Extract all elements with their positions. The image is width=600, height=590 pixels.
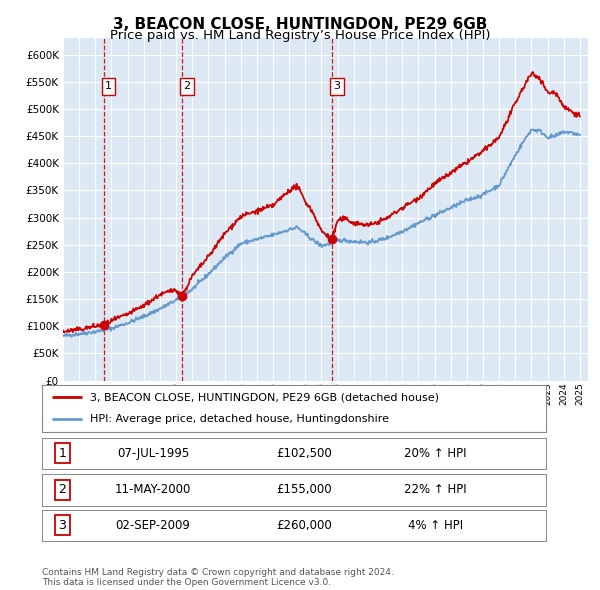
Text: 1: 1 [58,447,66,460]
Text: £260,000: £260,000 [276,519,332,532]
Text: 20% ↑ HPI: 20% ↑ HPI [404,447,466,460]
Text: £155,000: £155,000 [276,483,332,497]
Text: 07-JUL-1995: 07-JUL-1995 [117,447,189,460]
Text: 2: 2 [58,483,66,497]
Text: £102,500: £102,500 [276,447,332,460]
Text: 1: 1 [105,81,112,91]
Text: 3: 3 [334,81,341,91]
Text: 3, BEACON CLOSE, HUNTINGDON, PE29 6GB (detached house): 3, BEACON CLOSE, HUNTINGDON, PE29 6GB (d… [90,392,439,402]
Text: 22% ↑ HPI: 22% ↑ HPI [404,483,466,497]
Text: 3: 3 [58,519,66,532]
Text: 02-SEP-2009: 02-SEP-2009 [115,519,190,532]
Text: 11-MAY-2000: 11-MAY-2000 [115,483,191,497]
Text: Price paid vs. HM Land Registry’s House Price Index (HPI): Price paid vs. HM Land Registry’s House … [110,30,490,42]
Text: 4% ↑ HPI: 4% ↑ HPI [407,519,463,532]
Text: Contains HM Land Registry data © Crown copyright and database right 2024.
This d: Contains HM Land Registry data © Crown c… [42,568,394,587]
Text: 3, BEACON CLOSE, HUNTINGDON, PE29 6GB: 3, BEACON CLOSE, HUNTINGDON, PE29 6GB [113,17,487,31]
Text: 2: 2 [183,81,190,91]
Text: HPI: Average price, detached house, Huntingdonshire: HPI: Average price, detached house, Hunt… [90,414,389,424]
